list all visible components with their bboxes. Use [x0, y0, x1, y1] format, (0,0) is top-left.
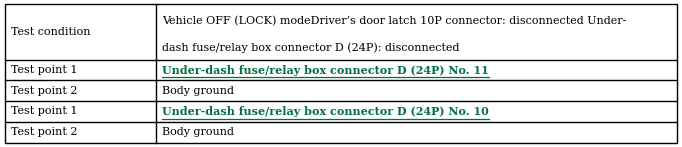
Text: Body ground: Body ground [162, 86, 234, 96]
Text: Test point 1: Test point 1 [11, 106, 78, 117]
Text: Under-dash fuse/relay box connector D (24P) No. 11: Under-dash fuse/relay box connector D (2… [162, 65, 489, 76]
Text: dash fuse/relay box connector D (24P): disconnected: dash fuse/relay box connector D (24P): d… [162, 42, 460, 53]
Text: Under-dash fuse/relay box connector D (24P) No. 10: Under-dash fuse/relay box connector D (2… [162, 106, 489, 117]
Text: Vehicle OFF (LOCK) modeDriver’s door latch 10P connector: disconnected Under-: Vehicle OFF (LOCK) modeDriver’s door lat… [162, 15, 626, 26]
Text: Body ground: Body ground [162, 127, 234, 137]
Text: Test point 2: Test point 2 [11, 86, 78, 96]
Text: Test point 2: Test point 2 [11, 127, 78, 137]
Text: Test point 1: Test point 1 [11, 65, 78, 75]
Text: Test condition: Test condition [11, 27, 91, 37]
